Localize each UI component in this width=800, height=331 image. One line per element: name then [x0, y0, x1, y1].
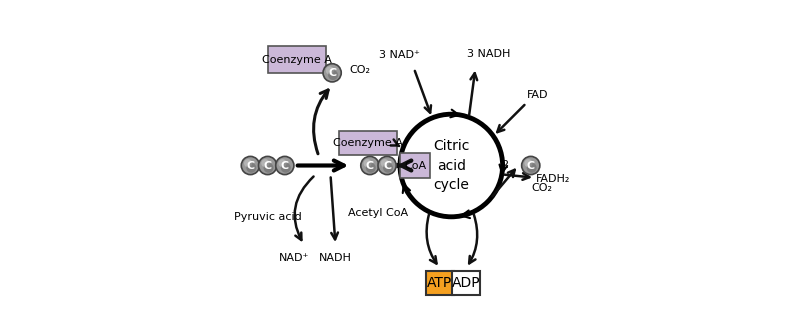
Text: C: C: [281, 161, 289, 170]
Circle shape: [323, 64, 342, 82]
FancyBboxPatch shape: [452, 271, 480, 295]
Text: 3 NAD⁺: 3 NAD⁺: [378, 50, 419, 60]
Text: 2: 2: [502, 160, 509, 169]
Circle shape: [524, 159, 533, 167]
Circle shape: [366, 163, 376, 173]
Circle shape: [262, 159, 270, 167]
Circle shape: [383, 163, 393, 173]
Circle shape: [526, 163, 537, 173]
Text: Pyruvic acid: Pyruvic acid: [234, 212, 302, 222]
FancyBboxPatch shape: [426, 271, 454, 295]
Text: Coenzyme A: Coenzyme A: [334, 138, 403, 148]
Text: ADP: ADP: [452, 276, 481, 290]
Circle shape: [381, 159, 389, 167]
Text: ATP: ATP: [427, 276, 452, 290]
FancyBboxPatch shape: [401, 153, 430, 178]
Text: CO₂: CO₂: [350, 65, 370, 75]
Text: CO₂: CO₂: [531, 183, 552, 193]
Text: Acetyl CoA: Acetyl CoA: [349, 209, 409, 218]
Text: CoA: CoA: [404, 161, 426, 170]
Text: Citric
acid
cycle: Citric acid cycle: [433, 139, 470, 192]
Circle shape: [278, 159, 286, 167]
Circle shape: [378, 157, 396, 175]
FancyBboxPatch shape: [269, 46, 326, 73]
Text: C: C: [246, 161, 254, 170]
Circle shape: [363, 159, 372, 167]
Text: NAD⁺: NAD⁺: [279, 253, 310, 263]
Circle shape: [276, 157, 294, 175]
Circle shape: [361, 157, 379, 175]
Text: C: C: [328, 68, 336, 78]
Text: C: C: [383, 161, 391, 170]
Text: C: C: [263, 161, 272, 170]
Circle shape: [242, 157, 259, 175]
Text: FADH₂: FADH₂: [536, 174, 570, 184]
Circle shape: [326, 67, 334, 75]
Circle shape: [258, 157, 277, 175]
Text: Coenzyme A: Coenzyme A: [262, 55, 332, 65]
Circle shape: [328, 70, 338, 80]
Circle shape: [281, 163, 290, 173]
Text: NADH: NADH: [319, 253, 352, 263]
Circle shape: [244, 159, 252, 167]
FancyBboxPatch shape: [339, 130, 398, 155]
Circle shape: [263, 163, 274, 173]
Circle shape: [246, 163, 256, 173]
Circle shape: [522, 157, 540, 175]
Text: 3 NADH: 3 NADH: [467, 49, 510, 59]
Text: FAD: FAD: [527, 90, 549, 100]
Text: C: C: [366, 161, 374, 170]
Circle shape: [400, 114, 502, 217]
Text: C: C: [526, 161, 535, 170]
